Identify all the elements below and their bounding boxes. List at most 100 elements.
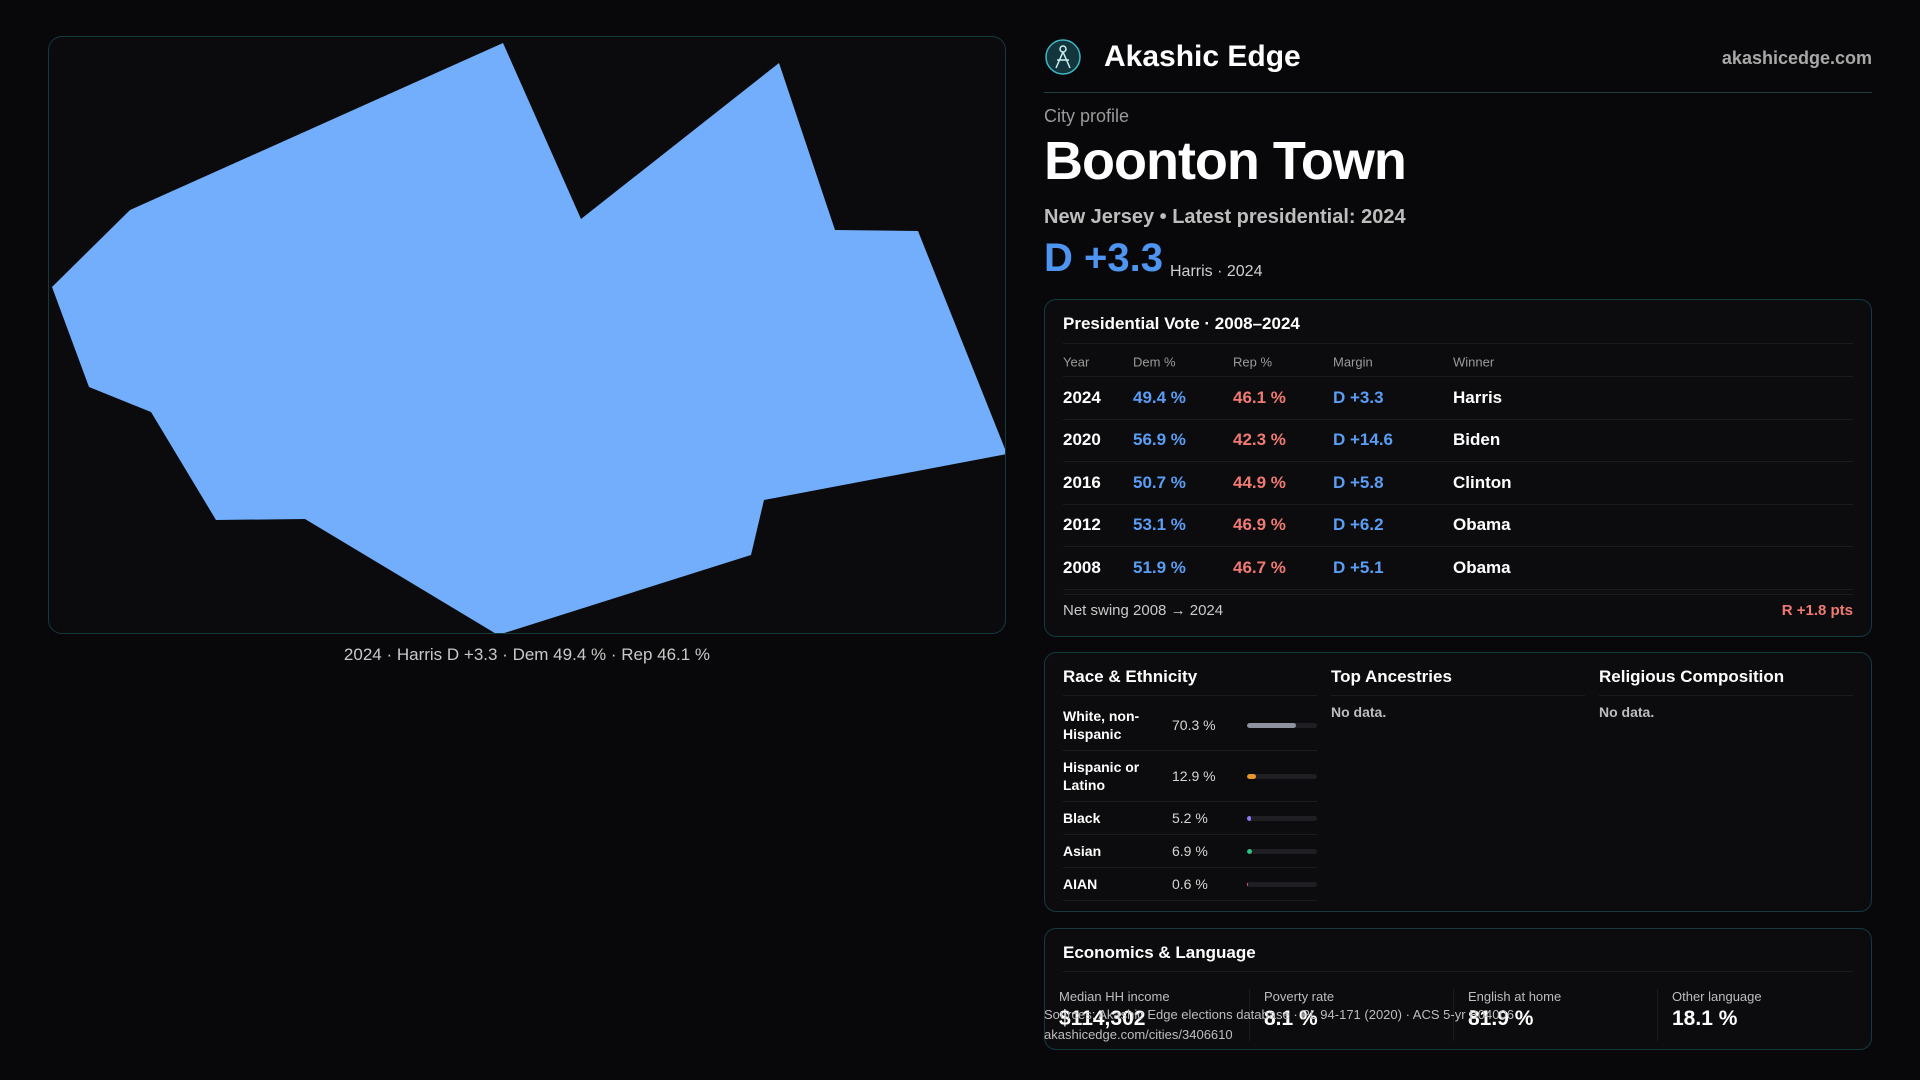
year-cell: 2008	[1063, 557, 1101, 577]
column-header-year: Year	[1063, 354, 1090, 370]
winner-cell: Obama	[1453, 557, 1511, 577]
profile-subtitle: New Jersey • Latest presidential: 2024	[1044, 206, 1406, 228]
list-item: White, non-Hispanic 70.3 %	[1063, 700, 1317, 751]
race-name: Hispanic or Latino	[1063, 759, 1140, 793]
presidential-vote-card: Presidential Vote · 2008–2024 Year Dem %…	[1044, 299, 1872, 637]
brand-header: Akashic Edge akashicedge.com	[1044, 36, 1872, 93]
winner-cell: Obama	[1453, 515, 1511, 535]
rep-cell: 46.1 %	[1233, 387, 1286, 407]
race-bar-track	[1247, 849, 1317, 854]
winner-cell: Clinton	[1453, 472, 1512, 492]
column-header-rep: Rep %	[1233, 354, 1273, 370]
source-url-link[interactable]: akashicedge.com/cities/3406610	[1044, 1027, 1233, 1042]
year-cell: 2020	[1063, 430, 1101, 450]
year-cell: 2012	[1063, 515, 1101, 535]
column-header-winner: Winner	[1453, 354, 1495, 370]
margin-cell: D +5.8	[1333, 472, 1384, 492]
rep-cell: 42.3 %	[1233, 430, 1286, 450]
city-boundary-map	[52, 43, 1006, 634]
page-title: Boonton Town	[1044, 131, 1407, 191]
religious-composition-section: Religious Composition No data.	[1599, 667, 1853, 720]
race-bar-fill	[1247, 774, 1257, 779]
margin-cell: D +5.1	[1333, 557, 1384, 577]
table-row: 2020 56.9 % 42.3 % D +14.6 Biden	[1063, 420, 1853, 462]
stat-poverty-rate: Poverty rate 8.1 %	[1249, 989, 1440, 1041]
race-pct: 0.6 %	[1172, 876, 1208, 892]
economics-language-card: Economics & Language Median HH income $1…	[1044, 928, 1872, 1050]
race-bar-track	[1247, 816, 1317, 821]
divider	[1063, 343, 1853, 344]
table-header-row: Year Dem % Rep % Margin Winner	[1063, 348, 1853, 377]
stat-value: $114,302	[1059, 1007, 1146, 1030]
margin-cell: D +6.2	[1333, 515, 1384, 535]
religion-empty-text: No data.	[1599, 704, 1655, 720]
map-caption: 2024 · Harris D +3.3 · Dem 49.4 % · Rep …	[343, 645, 711, 664]
religious-composition-title: Religious Composition	[1599, 667, 1853, 696]
race-name: White, non-Hispanic	[1063, 708, 1140, 742]
race-bar-track	[1247, 723, 1317, 728]
year-cell: 2024	[1063, 387, 1101, 407]
table-row: 2016 50.7 % 44.9 % D +5.8 Clinton	[1063, 462, 1853, 505]
stat-other-language: Other language 18.1 %	[1657, 989, 1848, 1041]
demographics-card: Race & Ethnicity White, non-Hispanic 70.…	[1044, 652, 1872, 912]
stat-label: Other language	[1672, 989, 1762, 1004]
rep-cell: 44.9 %	[1233, 472, 1286, 492]
table-row: 2024 49.4 % 46.1 % D +3.3 Harris	[1063, 377, 1853, 420]
margin-cell: D +14.6	[1333, 430, 1394, 450]
presidential-vote-title: Presidential Vote · 2008–2024	[1063, 314, 1300, 333]
brand-name: Akashic Edge	[1104, 40, 1301, 73]
dem-cell: 49.4 %	[1133, 387, 1186, 407]
akashic-edge-logo-icon	[1045, 39, 1081, 75]
stat-median-income: Median HH income $114,302	[1045, 989, 1235, 1041]
year-cell: 2016	[1063, 472, 1101, 492]
stat-label: Poverty rate	[1264, 989, 1335, 1004]
map-panel	[48, 36, 1006, 634]
winner-cell: Biden	[1453, 430, 1501, 450]
race-bar-fill	[1247, 849, 1252, 854]
source-text: Sources: Akashic Edge elections database…	[1044, 1007, 1514, 1022]
dem-cell: 56.9 %	[1133, 430, 1186, 450]
table-row: 2012 53.1 % 46.9 % D +6.2 Obama	[1063, 505, 1853, 547]
list-item: Hispanic or Latino 12.9 %	[1063, 751, 1317, 802]
race-bar-track	[1247, 774, 1317, 779]
stat-value: 8.1 %	[1264, 1007, 1318, 1030]
net-swing-label: Net swing 2008 → 2024	[1063, 602, 1224, 619]
stat-value: 81.9 %	[1468, 1007, 1534, 1030]
race-list: White, non-Hispanic 70.3 % Hispanic or L…	[1063, 700, 1317, 901]
rep-cell: 46.9 %	[1233, 515, 1286, 535]
race-ethnicity-section: Race & Ethnicity White, non-Hispanic 70.…	[1063, 667, 1317, 901]
stat-label: Median HH income	[1059, 989, 1170, 1004]
ancestries-empty-text: No data.	[1331, 704, 1387, 720]
top-ancestries-title: Top Ancestries	[1331, 667, 1585, 696]
race-name: Asian	[1063, 843, 1102, 859]
race-name: Black	[1063, 810, 1101, 826]
list-item: AIAN 0.6 %	[1063, 868, 1317, 901]
net-swing-value: R +1.8 pts	[1781, 602, 1853, 619]
divider	[1063, 971, 1853, 972]
race-pct: 12.9 %	[1172, 768, 1216, 784]
table-row: 2008 51.9 % 46.7 % D +5.1 Obama	[1063, 547, 1853, 590]
race-pct: 6.9 %	[1172, 843, 1208, 859]
dem-cell: 51.9 %	[1133, 557, 1186, 577]
divider	[1063, 594, 1853, 595]
race-bar-fill	[1247, 882, 1249, 887]
top-ancestries-section: Top Ancestries No data.	[1331, 667, 1585, 720]
winner-cell: Harris	[1453, 387, 1503, 407]
race-name: AIAN	[1063, 876, 1098, 892]
profile-eyebrow: City profile	[1044, 106, 1130, 126]
presidential-vote-table: Year Dem % Rep % Margin Winner 2024 49.4…	[1063, 348, 1853, 590]
stat-label: English at home	[1468, 989, 1562, 1004]
race-bar-fill	[1247, 723, 1297, 728]
stat-value: 18.1 %	[1672, 1007, 1738, 1030]
city-boundary-shape[interactable]	[52, 43, 1006, 634]
race-pct: 5.2 %	[1172, 810, 1208, 826]
dem-cell: 53.1 %	[1133, 515, 1186, 535]
economics-language-title: Economics & Language	[1063, 943, 1256, 962]
rep-cell: 46.7 %	[1233, 557, 1286, 577]
margin-cell: D +3.3	[1333, 387, 1384, 407]
column-header-margin: Margin	[1333, 354, 1373, 370]
source-note: Sources: Akashic Edge elections database…	[1044, 1005, 1514, 1045]
race-bar-track	[1247, 882, 1317, 887]
brand-url-link[interactable]: akashicedge.com	[1721, 48, 1872, 68]
column-header-dem: Dem %	[1133, 354, 1176, 370]
